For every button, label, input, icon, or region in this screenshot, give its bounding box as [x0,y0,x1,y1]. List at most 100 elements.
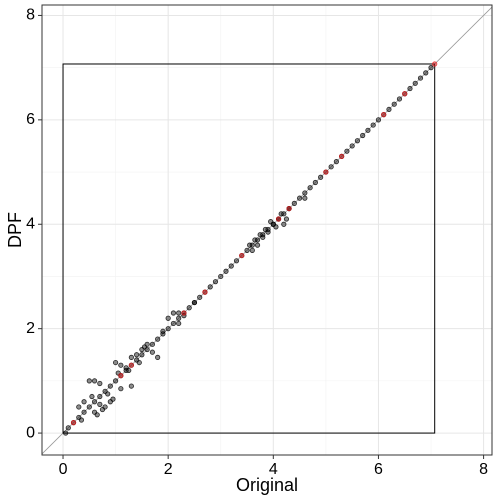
point [283,216,290,222]
point [181,310,187,316]
point [262,226,269,233]
point [128,354,134,360]
point [63,430,69,436]
reference-box [62,63,436,434]
point [202,289,208,295]
point [223,268,229,274]
point [273,224,279,230]
point [141,344,148,350]
point [265,226,271,233]
point [134,352,140,358]
point [65,425,71,431]
point [136,359,142,366]
point [239,252,245,259]
point [207,284,213,290]
point [344,148,350,154]
point [260,232,266,238]
point [228,263,234,269]
point [170,310,177,316]
point [86,404,92,410]
point [428,65,434,71]
point [365,127,371,133]
point [118,362,124,368]
point [212,279,219,285]
point [432,61,438,67]
point [312,179,318,186]
point [333,159,339,165]
point [186,305,192,311]
y-tick-label: 6 [26,111,35,128]
point [91,399,98,405]
point [170,320,177,327]
point [99,406,106,413]
point [181,313,187,319]
point [112,359,119,366]
point [191,299,198,306]
point [291,200,297,206]
point [155,336,161,342]
point [354,138,361,144]
panel-border [41,4,493,456]
point [89,393,95,400]
point [275,216,282,222]
point [249,242,255,248]
y-tick-label: 2 [26,320,35,337]
point [391,101,397,107]
y-tick-label: 0 [26,424,35,441]
x-tick-label: 6 [374,461,383,478]
point [286,205,292,212]
point [407,85,413,92]
point [302,190,308,196]
point [307,185,313,191]
point [318,174,324,180]
point [126,367,132,374]
point [128,383,134,389]
y-axis-title: DPF [5,212,25,248]
point [370,122,376,128]
point [412,80,418,86]
point [165,315,171,321]
point [396,96,403,102]
point [118,386,124,392]
point [197,294,203,300]
point [375,117,382,123]
point [160,328,166,334]
point [176,310,182,316]
point [349,143,355,149]
point [76,404,82,410]
point [160,331,166,337]
point [296,195,303,201]
point [110,396,116,402]
point [402,91,408,97]
point [155,354,161,360]
point [97,393,103,400]
point [165,326,171,332]
point [70,420,77,426]
x-tick-label: 2 [164,461,173,478]
point [417,75,424,81]
point [86,378,92,384]
point [249,247,255,253]
x-axis-title: Original [236,475,298,495]
point [423,70,429,76]
point [339,153,345,159]
point [176,320,182,327]
point [81,399,87,405]
point [247,242,253,248]
point [105,391,111,397]
point [281,211,287,217]
point [386,106,392,113]
point [252,237,258,243]
x-tick-label: 8 [479,461,488,478]
x-tick-label: 4 [269,461,278,478]
point [323,169,329,175]
point [381,112,387,118]
point [128,362,134,368]
point [91,378,98,384]
point [176,315,182,321]
point [257,232,263,238]
point [281,221,287,227]
point [244,247,250,253]
point [139,352,145,358]
